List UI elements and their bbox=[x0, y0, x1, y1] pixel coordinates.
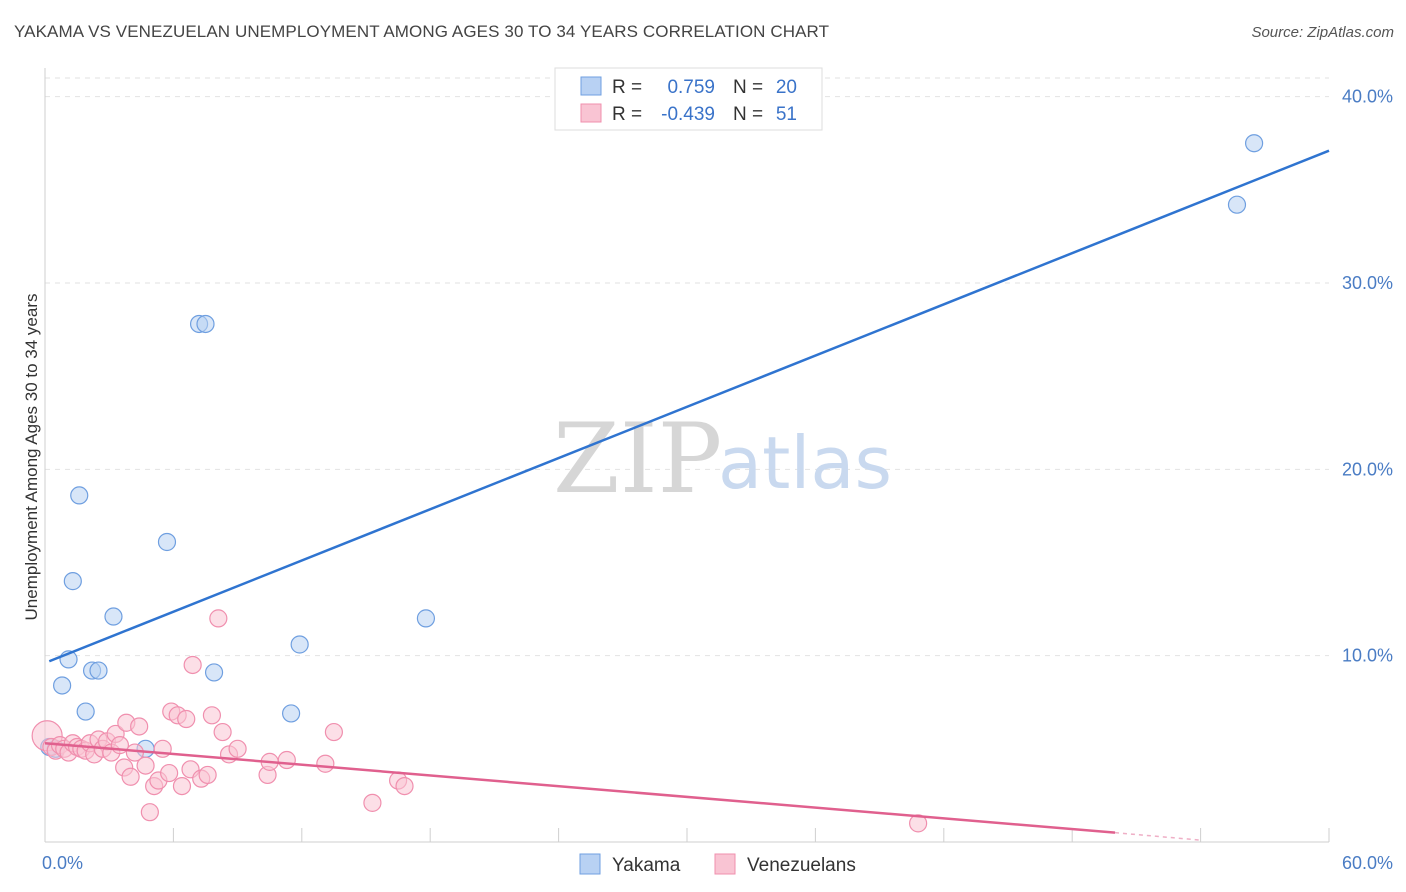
legend-n-label-1: N = bbox=[733, 77, 763, 98]
point-venezuelans-36 bbox=[198, 765, 217, 785]
legend-n-label-2: N = bbox=[733, 104, 763, 125]
point-venezuelans-46 bbox=[324, 722, 343, 742]
point-yakama-4 bbox=[63, 572, 82, 591]
x-tick-label-max: 60.0% bbox=[1342, 853, 1393, 873]
point-venezuelans-37 bbox=[202, 706, 222, 725]
point-yakama-16 bbox=[290, 635, 309, 654]
watermark: ZIP atlas bbox=[553, 403, 892, 515]
point-venezuelans-28 bbox=[160, 763, 179, 783]
point-venezuelans-34 bbox=[183, 655, 202, 675]
point-yakama-11 bbox=[157, 532, 177, 552]
gridlines bbox=[45, 77, 1329, 657]
bottom-legend-swatch-venezuelans bbox=[714, 853, 736, 875]
legend-swatch-yakama bbox=[580, 76, 602, 96]
point-yakama-19 bbox=[1244, 134, 1264, 153]
point-venezuelans-38 bbox=[209, 609, 228, 628]
point-venezuelans-45 bbox=[316, 754, 335, 773]
point-yakama-14 bbox=[204, 663, 224, 682]
bottom-legend-label-venezuelans: Venezuelans bbox=[747, 855, 856, 876]
point-venezuelans-31 bbox=[172, 776, 192, 796]
legend-r-label-1: R = bbox=[612, 77, 642, 98]
point-yakama-5 bbox=[70, 486, 89, 505]
point-venezuelans-49 bbox=[395, 776, 414, 796]
trend-line-venezuelans bbox=[44, 741, 1116, 834]
trend-lines bbox=[44, 149, 1330, 841]
x-tick-label-min: 0.0% bbox=[42, 853, 83, 873]
y-axis-label: Unemployment Among Ages 30 to 34 years bbox=[22, 294, 41, 621]
point-venezuelans-50 bbox=[909, 814, 928, 833]
chart-title: YAKAMA VS VENEZUELAN UNEMPLOYMENT AMONG … bbox=[14, 22, 830, 41]
legend: R = 0.759 N = 20 R = -0.439 N = 51 bbox=[554, 67, 823, 131]
legend-r-label-2: R = bbox=[612, 104, 642, 125]
point-venezuelans-47 bbox=[363, 793, 382, 812]
point-yakama-13 bbox=[196, 314, 215, 334]
legend-r-value-2: -0.439 bbox=[661, 104, 715, 125]
point-venezuelans-23 bbox=[136, 756, 155, 775]
point-venezuelans-39 bbox=[213, 722, 232, 742]
point-venezuelans-20 bbox=[121, 767, 140, 786]
bottom-legend-swatch-yakama bbox=[579, 853, 601, 875]
trend-line-extension-venezuelans bbox=[1114, 831, 1201, 841]
point-venezuelans-41 bbox=[228, 739, 247, 758]
legend-n-value-1: 20 bbox=[776, 77, 797, 98]
point-yakama-6 bbox=[76, 702, 95, 721]
y-tick-label-3: 40.0% bbox=[1342, 87, 1393, 107]
point-venezuelans-44 bbox=[277, 750, 296, 770]
legend-n-value-2: 51 bbox=[776, 104, 797, 125]
watermark-atlas: atlas bbox=[718, 421, 892, 505]
legend-r-value-1: 0.759 bbox=[667, 77, 715, 98]
point-venezuelans-22 bbox=[130, 717, 149, 736]
point-yakama-2 bbox=[53, 676, 72, 695]
trend-line-yakama bbox=[48, 149, 1330, 663]
y-tick-label-2: 30.0% bbox=[1342, 273, 1393, 293]
point-venezuelans-32 bbox=[177, 709, 196, 729]
point-yakama-18 bbox=[1227, 195, 1247, 214]
y-tick-labels: 10.0% 20.0% 30.0% 40.0% bbox=[1342, 87, 1393, 666]
y-tick-label-0: 10.0% bbox=[1342, 646, 1393, 666]
watermark-zip: ZIP bbox=[553, 403, 722, 515]
axes bbox=[44, 68, 1330, 843]
point-yakama-17 bbox=[416, 609, 436, 628]
point-yakama-9 bbox=[104, 607, 123, 626]
bottom-legend-label-yakama: Yakama bbox=[612, 855, 681, 876]
point-yakama-8 bbox=[89, 661, 108, 680]
point-venezuelans-24 bbox=[140, 803, 159, 822]
bottom-legend: Yakama Venezuelans bbox=[579, 853, 856, 876]
chart-source: Source: ZipAtlas.com bbox=[1251, 24, 1394, 41]
point-yakama-15 bbox=[282, 704, 301, 723]
y-tick-label-1: 20.0% bbox=[1342, 459, 1393, 479]
legend-swatch-venezuelans bbox=[580, 103, 602, 123]
